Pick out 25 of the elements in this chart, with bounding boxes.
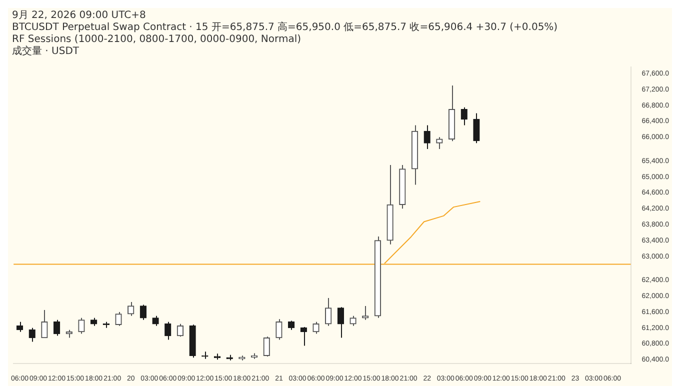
- candlestick: [16, 321, 24, 332]
- candlestick: [436, 136, 443, 150]
- candlestick: [337, 306, 344, 338]
- candlestick: [300, 326, 307, 346]
- candlestick: [473, 112, 480, 144]
- candlestick: [312, 321, 320, 334]
- candlestick: [78, 317, 85, 334]
- candlestick: [176, 323, 184, 338]
- text: RF Sessions (1000-2100, 0800-1700, 0000-0900, Normal): [12, 34, 302, 46]
- candlestick: [128, 302, 134, 316]
- text: 开=65,875.7 高=65,950.0 低=65,875.7 收=65,906.4 +30.7 (+0.05%): [211, 22, 558, 33]
- candlestick: [152, 315, 159, 326]
- candlestick: [263, 336, 270, 357]
- candlestick: [140, 304, 147, 320]
- candlestick: [53, 319, 60, 336]
- candlestick: [164, 321, 172, 340]
- candlestick: [325, 298, 332, 326]
- chart-title: BTCUSDT Perpetual Swap Contract · 15: [12, 22, 208, 33]
- candlestick: [276, 318, 282, 340]
- text: 成交量 · USDT: [12, 46, 80, 58]
- candlestick: [350, 315, 356, 326]
- candlestick: [115, 311, 122, 326]
- candlestick: [424, 124, 430, 150]
- candlestick: [41, 309, 48, 338]
- chart-subtitle: 9月 22, 2026 09:00 UTC+8: [12, 10, 147, 22]
